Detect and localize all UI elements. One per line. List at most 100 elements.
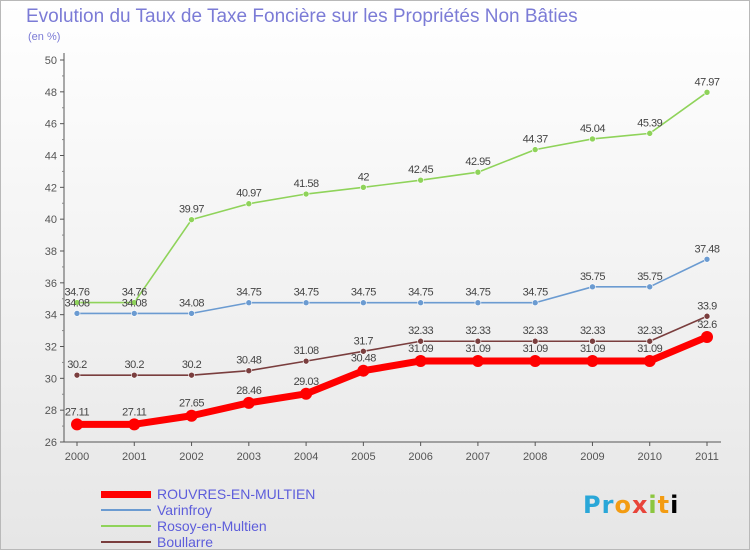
data-label: 34.75 bbox=[294, 287, 319, 299]
data-point bbox=[73, 371, 81, 379]
data-label: 30.48 bbox=[236, 355, 261, 367]
data-label: 32.33 bbox=[637, 325, 662, 337]
data-point bbox=[188, 216, 195, 223]
x-tick-label: 2003 bbox=[237, 451, 261, 463]
data-point bbox=[531, 299, 539, 307]
x-tick-label: 2006 bbox=[408, 451, 432, 463]
data-label: 27.65 bbox=[179, 398, 204, 410]
data-point bbox=[128, 418, 141, 431]
data-point bbox=[646, 283, 654, 291]
data-point bbox=[245, 367, 253, 374]
data-point bbox=[130, 299, 138, 306]
x-tick-label: 2011 bbox=[695, 451, 719, 463]
data-label: 34.75 bbox=[523, 287, 548, 299]
x-tick-label: 2009 bbox=[580, 451, 604, 463]
legend-label: ROUVRES-EN-MULTIEN bbox=[157, 486, 316, 502]
data-label: 31.09 bbox=[465, 343, 490, 355]
data-point bbox=[703, 89, 711, 96]
data-label: 34.08 bbox=[179, 297, 204, 309]
data-label: 27.11 bbox=[65, 406, 90, 418]
series-line bbox=[77, 333, 709, 428]
data-label: 34.76 bbox=[64, 287, 89, 299]
data-point bbox=[646, 337, 654, 345]
legend-swatch bbox=[101, 509, 151, 511]
series-line bbox=[77, 315, 708, 376]
y-tick-label: 30 bbox=[45, 373, 57, 385]
legend-label: Rosoy-en-Multien bbox=[157, 518, 267, 534]
data-label: 34.75 bbox=[408, 287, 433, 299]
data-label: 29.03 bbox=[294, 376, 319, 388]
data-point bbox=[130, 371, 138, 379]
y-tick-label: 36 bbox=[45, 278, 57, 290]
data-point bbox=[417, 337, 424, 345]
data-point bbox=[474, 299, 482, 307]
data-point bbox=[242, 396, 255, 409]
data-point bbox=[589, 337, 596, 345]
data-label: 31.09 bbox=[580, 343, 605, 355]
proxiti-logo: Proxiti bbox=[583, 491, 680, 519]
data-label: 30.2 bbox=[67, 359, 87, 371]
data-point bbox=[586, 354, 599, 367]
data-label: 34.75 bbox=[465, 287, 490, 299]
legend: ROUVRES-EN-MULTIEN Varinfroy Rosoy-en-Mult… bbox=[101, 486, 401, 550]
data-label: 41.58 bbox=[294, 178, 319, 190]
data-point bbox=[360, 184, 367, 191]
data-point bbox=[474, 168, 482, 176]
legend-item: ROUVRES-EN-MULTIEN bbox=[101, 486, 401, 502]
data-point bbox=[130, 310, 138, 317]
data-label: 31.7 bbox=[354, 335, 374, 347]
legend-swatch bbox=[101, 541, 151, 543]
x-tick-label: 2004 bbox=[294, 451, 318, 463]
chart-title: Evolution du Taux de Taxe Foncière sur l… bbox=[26, 6, 578, 27]
data-point bbox=[357, 364, 370, 377]
data-point bbox=[302, 299, 310, 307]
x-tick-label: 2002 bbox=[179, 451, 203, 463]
data-point bbox=[245, 200, 253, 208]
y-tick-label: 50 bbox=[45, 55, 57, 67]
data-label: 30.48 bbox=[351, 353, 376, 365]
legend-label: Varinfroy bbox=[157, 502, 212, 518]
data-label: 35.75 bbox=[580, 271, 605, 283]
legend-swatch bbox=[101, 490, 151, 498]
data-label: 32.33 bbox=[465, 325, 490, 337]
data-point bbox=[474, 337, 482, 345]
y-tick-label: 34 bbox=[45, 310, 57, 322]
data-point bbox=[589, 283, 596, 291]
data-point bbox=[414, 354, 427, 367]
data-point bbox=[73, 299, 81, 306]
data-point bbox=[529, 354, 542, 367]
data-label: 44.37 bbox=[523, 134, 548, 146]
data-point bbox=[73, 310, 81, 317]
data-point bbox=[646, 130, 654, 137]
data-point bbox=[701, 330, 713, 343]
data-label: 34.76 bbox=[122, 287, 147, 299]
data-label: 28.46 bbox=[236, 385, 261, 397]
y-tick-label: 28 bbox=[45, 405, 57, 417]
data-label: 31.09 bbox=[637, 343, 662, 355]
legend-item: Rosoy-en-Multien bbox=[101, 518, 401, 534]
data-point bbox=[360, 347, 367, 355]
data-point bbox=[589, 135, 596, 143]
data-point bbox=[531, 146, 539, 153]
data-point bbox=[188, 310, 195, 317]
data-label: 30.2 bbox=[125, 359, 145, 371]
y-tick-label: 46 bbox=[45, 119, 57, 131]
y-tick-label: 44 bbox=[45, 151, 57, 163]
x-tick-label: 2010 bbox=[637, 451, 661, 463]
data-label: 34.75 bbox=[351, 287, 376, 299]
data-point bbox=[245, 299, 253, 307]
data-label: 40.97 bbox=[236, 188, 261, 200]
x-tick-label: 2001 bbox=[122, 451, 146, 463]
data-point bbox=[360, 299, 367, 307]
data-label: 39.97 bbox=[179, 204, 204, 216]
data-label: 32.33 bbox=[523, 325, 548, 337]
legend-swatch bbox=[101, 525, 151, 527]
data-label: 32.33 bbox=[408, 325, 433, 337]
y-tick-label: 48 bbox=[45, 87, 57, 99]
data-label: 37.48 bbox=[694, 243, 719, 255]
data-point bbox=[300, 387, 313, 400]
data-label: 45.04 bbox=[580, 123, 605, 135]
y-tick-label: 42 bbox=[45, 182, 57, 194]
data-label: 42 bbox=[358, 171, 370, 183]
